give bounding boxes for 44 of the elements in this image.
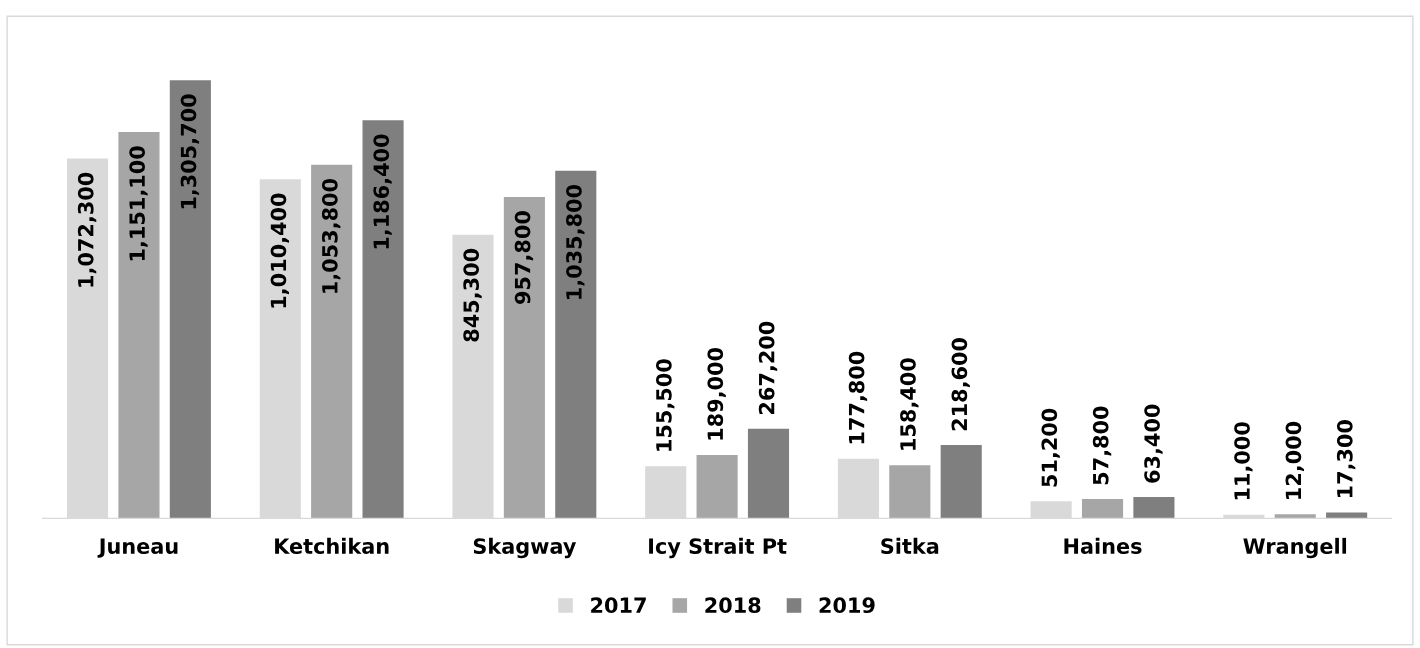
- bar: [1133, 497, 1175, 519]
- data-label: 17,300: [1336, 420, 1356, 498]
- x-tick-label: Haines: [1064, 537, 1142, 554]
- data-label: 12,000: [1285, 421, 1304, 499]
- bar: [747, 428, 790, 519]
- legend-label: 2019: [819, 597, 875, 614]
- bar: [696, 454, 738, 519]
- data-label: 177,800: [848, 351, 868, 444]
- bar: [1274, 514, 1316, 519]
- data-label: 957,800: [514, 211, 534, 304]
- data-label: 1,010,400: [270, 193, 289, 308]
- x-tick-label: Wrangell: [1243, 537, 1347, 559]
- data-label: 1,151,100: [129, 146, 148, 261]
- x-tick-label: Sitka: [881, 537, 939, 554]
- data-label: 189,000: [707, 347, 726, 440]
- x-tick-label: Skagway: [473, 537, 577, 559]
- bar: [362, 120, 404, 519]
- data-label: 1,072,300: [77, 172, 97, 287]
- legend-label: 2017: [591, 597, 646, 614]
- bar: [311, 164, 353, 519]
- data-label: 63,400: [1144, 404, 1163, 483]
- legend-label: 2018: [705, 597, 761, 614]
- data-label: 267,200: [758, 321, 778, 414]
- bar: [1081, 499, 1124, 519]
- data-label: 1,035,800: [566, 184, 585, 299]
- bar: [889, 465, 931, 519]
- data-label: 57,800: [1092, 406, 1112, 485]
- x-tick-label: Juneau: [97, 538, 178, 558]
- data-label: 158,400: [900, 358, 919, 450]
- data-label: 51,200: [1041, 408, 1060, 487]
- data-label: 155,500: [656, 359, 675, 451]
- data-label: 1,186,400: [373, 134, 392, 249]
- bar: [503, 196, 545, 519]
- data-label: 845,300: [463, 248, 482, 342]
- x-tick-label: Ketchikan: [275, 537, 389, 554]
- data-label: 1,305,700: [180, 94, 200, 209]
- bar: [169, 80, 211, 519]
- bar: [940, 445, 982, 519]
- data-label: 218,600: [951, 338, 970, 431]
- bar: [555, 170, 597, 519]
- x-tick-label: Icy Strait Pt: [649, 537, 787, 559]
- data-label: 11,000: [1234, 422, 1253, 500]
- bar: [118, 132, 160, 519]
- data-label: 1,053,800: [321, 178, 341, 293]
